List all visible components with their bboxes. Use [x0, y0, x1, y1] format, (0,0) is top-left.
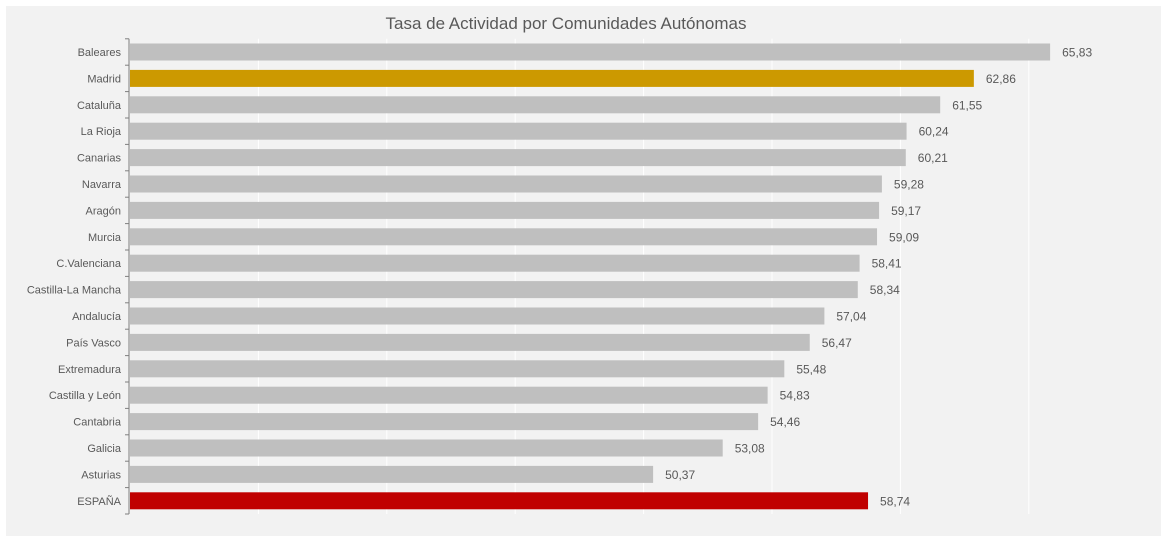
- category-label: Canarias: [77, 153, 122, 165]
- data-label: 65,83: [1062, 46, 1092, 60]
- bar-canarias: [130, 149, 906, 167]
- data-label: 54,83: [780, 389, 810, 403]
- category-label: Baleares: [78, 47, 122, 59]
- bar-la-rioja: [130, 122, 907, 140]
- category-label: La Rioja: [81, 126, 122, 138]
- category-label: Murcia: [88, 232, 122, 244]
- category-label: País Vasco: [66, 337, 121, 349]
- data-label: 53,08: [735, 442, 765, 456]
- data-label: 58,34: [870, 283, 900, 297]
- bar-españa: [130, 492, 869, 510]
- data-label: 59,28: [894, 178, 924, 192]
- category-label: Extremadura: [58, 364, 122, 376]
- category-label: Navarra: [82, 179, 122, 191]
- data-label: 58,41: [872, 257, 902, 271]
- data-label: 62,86: [986, 72, 1016, 86]
- bar-aragón: [130, 201, 880, 219]
- bar-cantabria: [130, 413, 759, 431]
- bar-extremadura: [130, 360, 785, 378]
- bar-andalucía: [130, 307, 825, 325]
- data-label: 60,24: [919, 125, 949, 139]
- category-label: Madrid: [87, 73, 121, 85]
- bar-asturias: [130, 465, 654, 483]
- bar-c-valenciana: [130, 254, 860, 272]
- data-label: 55,48: [796, 362, 826, 376]
- bar-país-vasco: [130, 333, 810, 351]
- category-label: Asturias: [81, 469, 121, 481]
- chart-title: Tasa de Actividad por Comunidades Autóno…: [385, 14, 747, 33]
- bar-castilla-y-león: [130, 386, 768, 404]
- bar-baleares: [130, 43, 1051, 61]
- data-label: 50,37: [665, 468, 695, 482]
- bar-navarra: [130, 175, 882, 193]
- chart-frame: Tasa de Actividad por Comunidades Autóno…: [6, 6, 1161, 536]
- category-label: Galicia: [87, 443, 122, 455]
- category-label: Cantabria: [73, 417, 122, 429]
- bar-galicia: [130, 439, 723, 457]
- data-label: 60,21: [918, 151, 948, 165]
- category-label: Castilla-La Mancha: [27, 285, 122, 297]
- bar-murcia: [130, 228, 878, 246]
- bar-madrid: [130, 69, 974, 87]
- data-label: 61,55: [952, 98, 982, 112]
- category-label: ESPAÑA: [77, 495, 121, 508]
- bar-castilla-la-mancha: [130, 281, 858, 299]
- category-label: Castilla y León: [49, 390, 121, 402]
- data-label: 58,74: [880, 494, 910, 508]
- category-label: Cataluña: [77, 100, 122, 112]
- data-label: 57,04: [836, 310, 866, 324]
- data-label: 54,46: [770, 415, 800, 429]
- data-label: 59,09: [889, 230, 919, 244]
- category-label: Andalucía: [72, 311, 122, 323]
- category-label: C.Valenciana: [56, 258, 121, 270]
- bar-cataluña: [130, 96, 941, 114]
- data-label: 56,47: [822, 336, 852, 350]
- bar-chart: Baleares 65,83 Madrid 62,86 Cataluña 61,55 La …: [27, 38, 1092, 515]
- data-label: 59,17: [891, 204, 921, 218]
- category-label: Aragón: [86, 205, 121, 217]
